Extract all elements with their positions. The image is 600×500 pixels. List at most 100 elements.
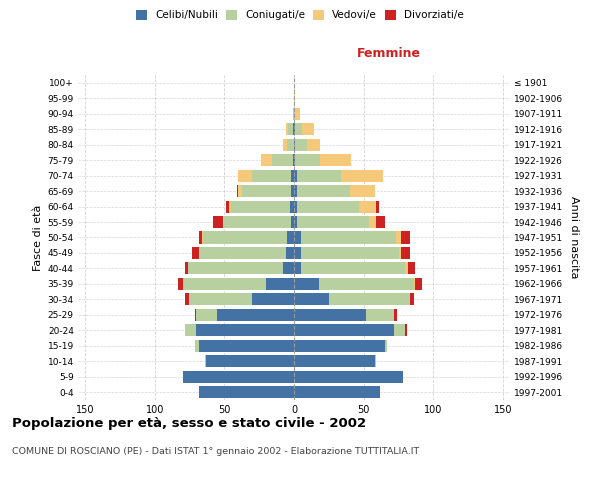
Bar <box>294 216 385 228</box>
Bar <box>294 278 319 290</box>
Bar <box>294 138 320 150</box>
Bar <box>260 154 294 166</box>
Bar <box>294 123 314 135</box>
Bar <box>294 154 320 166</box>
Bar <box>293 108 294 120</box>
Bar <box>291 185 294 197</box>
Bar <box>294 247 410 259</box>
Bar <box>294 247 398 259</box>
Bar <box>294 185 375 197</box>
Bar <box>199 340 294 352</box>
Bar <box>188 262 294 274</box>
Bar <box>294 216 297 228</box>
Bar <box>294 200 379 212</box>
Bar <box>294 356 376 368</box>
Bar <box>260 154 294 166</box>
Bar <box>294 138 320 150</box>
Bar <box>185 324 294 336</box>
Bar <box>293 154 294 166</box>
Bar <box>293 108 294 120</box>
Bar <box>217 309 294 321</box>
Bar <box>238 170 294 181</box>
Y-axis label: Anni di nascita: Anni di nascita <box>569 196 579 279</box>
Bar <box>294 262 408 274</box>
Bar <box>287 138 294 150</box>
Bar <box>213 216 294 228</box>
Bar <box>229 200 294 212</box>
Bar <box>182 371 294 383</box>
Bar <box>294 386 380 398</box>
Bar <box>195 340 294 352</box>
Bar <box>294 294 410 306</box>
Bar <box>242 185 294 197</box>
Bar <box>190 294 294 306</box>
Bar <box>294 324 394 336</box>
Bar <box>294 371 403 383</box>
Bar <box>294 108 299 120</box>
Bar <box>294 324 406 336</box>
Bar <box>294 108 299 120</box>
Bar <box>283 138 294 150</box>
Bar <box>223 216 294 228</box>
Text: COMUNE DI ROSCIANO (PE) - Dati ISTAT 1° gennaio 2002 - Elaborazione TUTTITALIA.I: COMUNE DI ROSCIANO (PE) - Dati ISTAT 1° … <box>12 448 419 456</box>
Bar <box>294 309 394 321</box>
Bar <box>294 371 403 383</box>
Bar <box>206 356 294 368</box>
Bar <box>294 185 375 197</box>
Bar <box>196 324 294 336</box>
Bar <box>231 200 294 212</box>
Bar <box>294 386 380 398</box>
Bar <box>190 294 294 306</box>
Bar <box>182 371 294 383</box>
Bar <box>294 309 397 321</box>
Bar <box>185 262 294 274</box>
Bar <box>294 278 414 290</box>
Bar <box>294 123 302 135</box>
Bar <box>294 170 383 181</box>
Bar <box>294 356 375 368</box>
Bar <box>294 278 422 290</box>
Bar <box>238 170 294 181</box>
Bar <box>283 138 294 150</box>
Bar <box>199 247 294 259</box>
Bar <box>294 232 301 243</box>
Bar <box>294 232 410 243</box>
Bar <box>224 216 294 228</box>
Bar <box>205 356 294 368</box>
Bar <box>199 247 294 259</box>
Bar <box>294 309 394 321</box>
Bar <box>294 294 329 306</box>
Bar <box>294 170 297 181</box>
Bar <box>291 216 294 228</box>
Bar <box>202 232 294 243</box>
Bar <box>294 185 350 197</box>
Bar <box>294 138 307 150</box>
Bar <box>294 278 415 290</box>
Bar <box>286 247 294 259</box>
Bar <box>293 123 294 135</box>
Bar <box>192 247 294 259</box>
Bar <box>294 247 401 259</box>
Bar <box>294 340 388 352</box>
Bar <box>294 324 406 336</box>
Bar <box>294 371 403 383</box>
Bar <box>294 123 314 135</box>
Bar <box>293 108 294 120</box>
Bar <box>294 108 295 120</box>
Bar <box>195 340 294 352</box>
Bar <box>182 278 294 290</box>
Bar <box>289 123 294 135</box>
Bar <box>182 278 294 290</box>
Bar <box>226 200 294 212</box>
Bar <box>294 294 410 306</box>
Bar <box>294 340 388 352</box>
Bar <box>199 386 294 398</box>
Bar <box>237 185 294 197</box>
Bar <box>205 356 294 368</box>
Bar <box>294 185 297 197</box>
Bar <box>266 278 294 290</box>
Bar <box>238 185 294 197</box>
Bar <box>294 138 295 150</box>
Bar <box>294 216 369 228</box>
Bar <box>182 371 294 383</box>
